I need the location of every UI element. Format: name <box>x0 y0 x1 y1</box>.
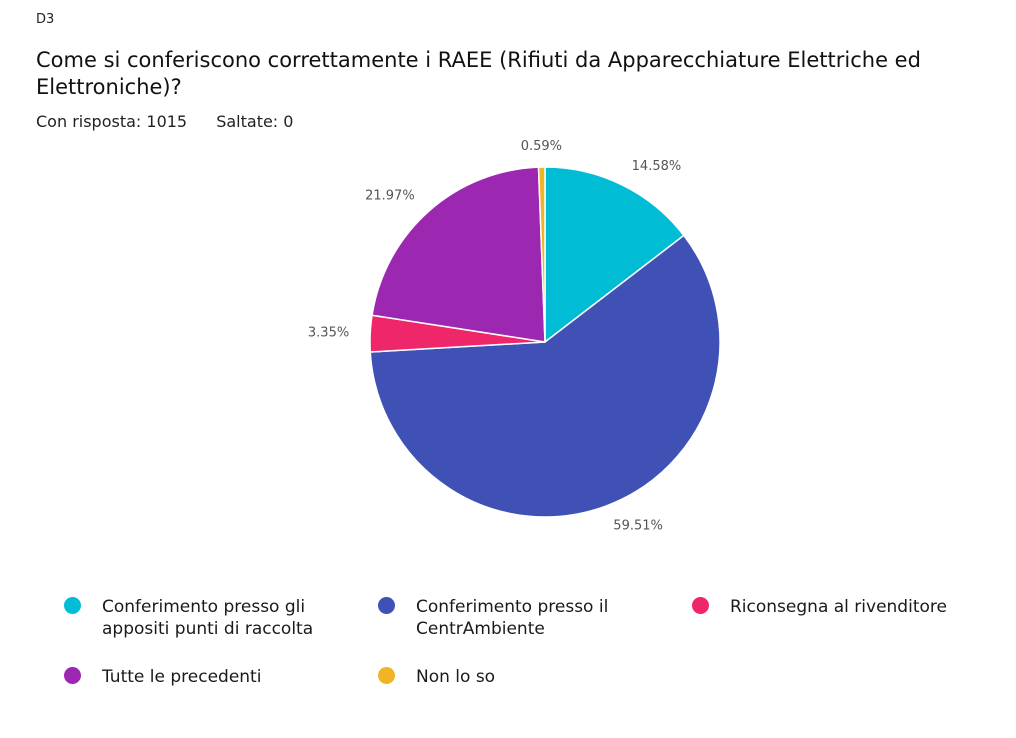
legend-swatch <box>64 597 81 614</box>
legend-item-tutte[interactable]: Tutte le precedenti <box>64 666 362 688</box>
question-id: D3 <box>36 12 55 27</box>
slice-label-non-lo-so: 0.59% <box>521 139 562 154</box>
legend-item-non-lo-so[interactable]: Non lo so <box>378 666 676 688</box>
slice-label-rivenditore: 3.35% <box>308 326 349 341</box>
legend-label: Tutte le precedenti <box>102 667 262 687</box>
legend-item-rivenditore[interactable]: Riconsegna al rivenditore <box>692 596 990 618</box>
slice-label-centrambiente: 59.51% <box>613 519 663 534</box>
question-title: Come si conferiscono correttamente i RAE… <box>36 48 921 99</box>
slice-label-punti-raccolta: 14.58% <box>632 159 682 174</box>
pie-slice-non-lo-so[interactable] <box>537 166 546 343</box>
legend-label: Conferimento presso gli appositi punti d… <box>102 597 314 639</box>
skipped-count: Saltate: 0 <box>216 112 294 131</box>
legend-swatch <box>378 597 395 614</box>
answered-count: Con risposta: 1015 <box>36 112 188 131</box>
legend-item-punti-raccolta[interactable]: Conferimento presso gli appositi punti d… <box>64 596 362 640</box>
pie-slice-centrambiente[interactable] <box>369 234 721 518</box>
legend-swatch <box>64 667 81 684</box>
pie-slice-tutte[interactable] <box>371 166 546 343</box>
legend-label: Riconsegna al rivenditore <box>730 597 947 617</box>
pie-slice-punti-raccolta[interactable] <box>544 166 685 344</box>
legend-label: Conferimento presso il CentrAmbiente <box>416 597 609 639</box>
legend-swatch <box>692 597 709 614</box>
legend-swatch <box>378 667 395 684</box>
response-stats: Con risposta: 1015 Saltate: 0 <box>36 112 293 131</box>
slice-label-tutte: 21.97% <box>365 189 415 204</box>
legend-item-centrambiente[interactable]: Conferimento presso il CentrAmbiente <box>378 596 676 640</box>
legend-label: Non lo so <box>416 667 496 687</box>
